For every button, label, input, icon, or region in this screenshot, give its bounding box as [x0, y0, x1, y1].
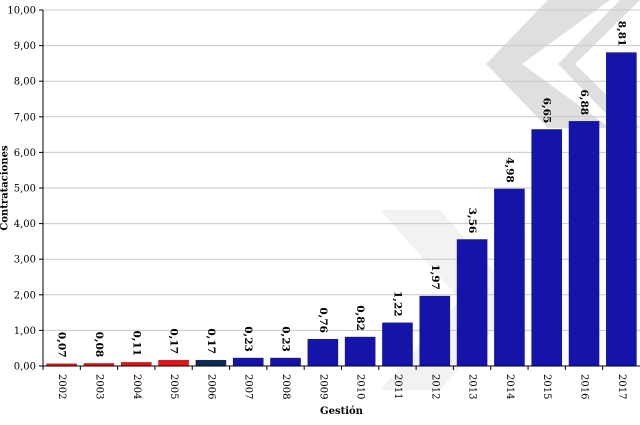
x-tick-label-2002: 2002: [56, 374, 67, 399]
x-tick-label-2012: 2012: [429, 374, 440, 399]
chevron-shape-1: [486, 0, 610, 128]
data-label-2007: 0,23: [242, 326, 254, 352]
bar-2004: [120, 362, 152, 366]
x-tick-label-2008: 2008: [280, 374, 291, 399]
data-label-2016: 6,88: [578, 89, 590, 115]
x-tick-label-2004: 2004: [131, 374, 142, 399]
y-tick-label: 2,00: [14, 290, 36, 301]
x-tick-label-2016: 2016: [579, 374, 590, 399]
y-tick-label: 4,00: [14, 219, 36, 230]
y-tick-label: 3,00: [14, 255, 36, 266]
x-tick-label-2011: 2011: [392, 374, 403, 399]
x-tick-label-2017: 2017: [616, 374, 627, 399]
x-tick-label-2005: 2005: [168, 374, 179, 399]
data-label-2013: 3,56: [466, 208, 478, 234]
bar-2015: [531, 129, 563, 366]
data-label-2005: 0,17: [168, 328, 180, 354]
y-tick-label: 9,00: [14, 41, 36, 52]
data-label-2010: 0,82: [354, 305, 366, 331]
x-tick-label-2009: 2009: [317, 374, 328, 399]
x-tick-label-2003: 2003: [93, 374, 104, 399]
x-tick-label-2006: 2006: [205, 374, 216, 399]
data-label-2009: 0,76: [317, 307, 329, 333]
data-label-2003: 0,08: [93, 332, 105, 358]
data-label-2015: 6,65: [541, 98, 553, 124]
bar-2007: [232, 357, 264, 366]
x-tick-label-2015: 2015: [541, 374, 552, 399]
y-axis-ticks: 0,00 1,00 2,00 3,00 4,00 5,00 6,00 7,00 8,00 9,00…: [7, 6, 43, 373]
bar-2013: [456, 239, 488, 366]
y-tick-label: 10,00: [7, 6, 36, 17]
bar-2016: [568, 121, 600, 367]
bar-2011: [382, 322, 413, 366]
data-label-2011: 1,22: [391, 291, 403, 317]
x-tick-label-2013: 2013: [467, 374, 478, 399]
bar-2006: [195, 359, 227, 366]
bars: [46, 52, 637, 367]
x-axis-title: Gestión: [320, 406, 364, 417]
bar-2002: [46, 363, 77, 366]
data-label-2006: 0,17: [205, 328, 217, 354]
y-tick-label: 0,00: [14, 362, 36, 373]
x-tick-label-2010: 2010: [355, 374, 366, 399]
chevron-shape-2: [558, 0, 640, 128]
data-labels: 0,07 0,08 0,11 0,17 0,17 0,23 0,23 0,76 0,82 1,22…: [56, 21, 628, 358]
bar-2014: [494, 188, 525, 366]
bar-2005: [158, 359, 189, 366]
y-tick-label: 1,00: [14, 326, 36, 337]
bar-2012: [419, 295, 451, 366]
y-tick-label: 6,00: [14, 148, 36, 159]
x-axis-ticks: 2002 2003 2004 2005 2006 2007 2008 2009 2010 2011…: [42, 366, 627, 399]
y-tick-label: 7,00: [14, 112, 36, 123]
x-tick-label-2007: 2007: [243, 374, 254, 399]
bar-2010: [344, 336, 376, 366]
data-label-2002: 0,07: [56, 332, 68, 358]
bar-2003: [83, 363, 115, 366]
data-label-2014: 4,98: [503, 157, 515, 183]
y-tick-label: 5,00: [14, 184, 36, 195]
bar-2009: [307, 338, 339, 366]
y-axis-title: Contrataciones: [0, 145, 11, 231]
bar-2017: [606, 52, 637, 366]
x-tick-label-2014: 2014: [504, 374, 515, 399]
data-label-2017: 8,81: [615, 21, 627, 47]
bar-2008: [270, 357, 301, 366]
data-label-2008: 0,23: [280, 326, 292, 352]
data-label-2004: 0,11: [130, 331, 142, 357]
data-label-2012: 1,97: [429, 264, 441, 290]
y-tick-label: 8,00: [14, 77, 36, 88]
